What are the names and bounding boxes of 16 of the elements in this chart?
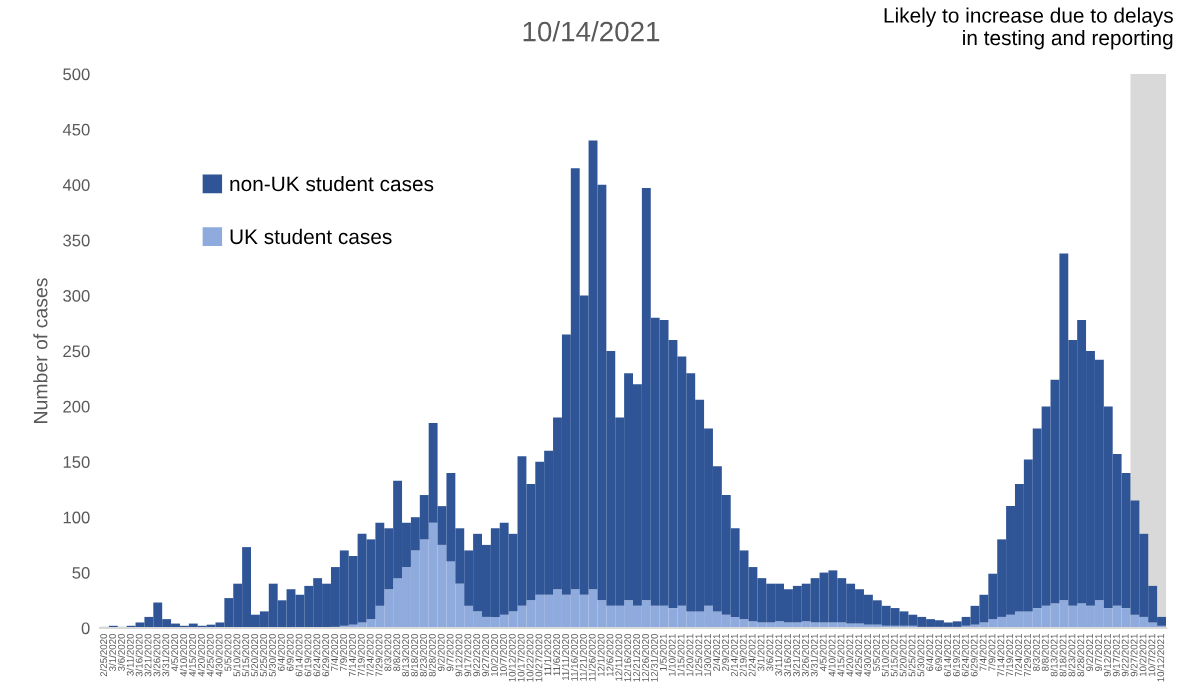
- y-tick-label: 450: [62, 123, 90, 136]
- chart-title: 10/14/2021: [523, 21, 660, 42]
- y-tick-label: 50: [72, 567, 90, 579]
- y-axis-title: Number of cases: [33, 278, 48, 423]
- y-tick-label: 500: [63, 68, 90, 81]
- legend-label: non-UK student cases: [230, 175, 434, 192]
- y-tick-label: 100: [63, 511, 90, 524]
- band-label: Likely to increase due to delays in testing and reporting: [884, 7, 1173, 50]
- y-tick-label: 250: [63, 345, 90, 358]
- legend-label: UK student cases: [230, 228, 392, 245]
- y-tick-label: 350: [63, 234, 90, 247]
- y-tick-label: 200: [63, 400, 90, 413]
- y-tick-label: 150: [63, 456, 90, 468]
- y-tick-label: 400: [62, 179, 90, 191]
- y-tick-label: 0: [81, 622, 90, 635]
- y-tick-label: 300: [63, 290, 90, 302]
